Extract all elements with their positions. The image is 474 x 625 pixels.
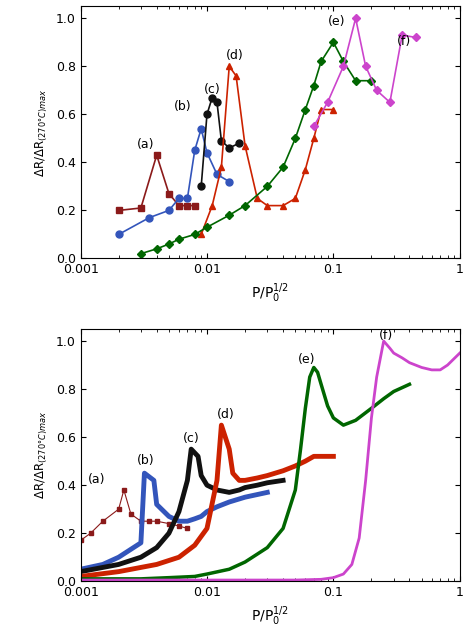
X-axis label: P/P$_0^{1/2}$: P/P$_0^{1/2}$ — [251, 282, 289, 305]
Y-axis label: $\Delta$R/$\Delta$R$_{(270°C)max}$: $\Delta$R/$\Delta$R$_{(270°C)max}$ — [34, 411, 50, 499]
Text: (f): (f) — [397, 34, 411, 48]
Text: (e): (e) — [328, 16, 345, 29]
Text: (a): (a) — [88, 472, 106, 486]
Text: (d): (d) — [217, 408, 235, 421]
Text: (a): (a) — [137, 138, 155, 151]
Text: (d): (d) — [226, 49, 243, 62]
X-axis label: P/P$_0^{1/2}$: P/P$_0^{1/2}$ — [251, 604, 289, 625]
Text: (f): (f) — [379, 329, 393, 342]
Text: (c): (c) — [204, 82, 221, 96]
Text: (e): (e) — [298, 352, 315, 366]
Y-axis label: $\Delta$R/$\Delta$R$_{(270°C)max}$: $\Delta$R/$\Delta$R$_{(270°C)max}$ — [34, 88, 50, 177]
Text: (c): (c) — [183, 432, 200, 445]
Text: (b): (b) — [137, 454, 155, 466]
Text: (b): (b) — [174, 99, 192, 112]
